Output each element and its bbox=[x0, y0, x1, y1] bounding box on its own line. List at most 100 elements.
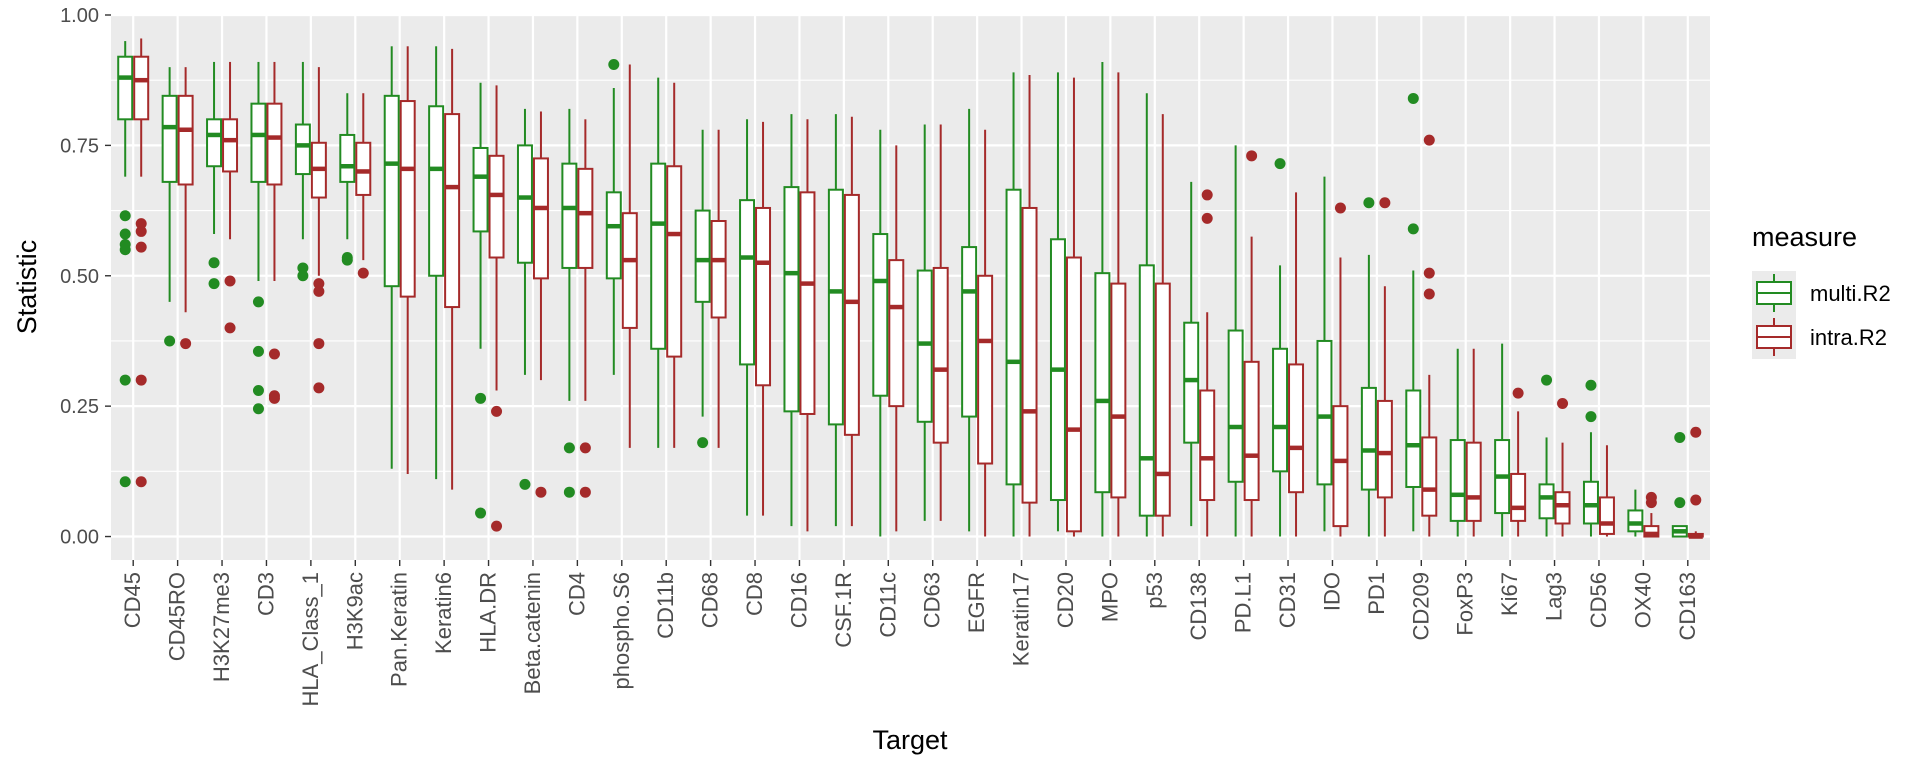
box-iqr bbox=[843, 193, 860, 436]
box-iqr bbox=[1554, 491, 1571, 525]
legend-item-intra.R2: intra.R2 bbox=[1752, 315, 1887, 359]
x-tick-label: Keratin17 bbox=[1009, 572, 1034, 666]
x-tick-label: CD45 bbox=[120, 572, 145, 628]
x-tick-label: CD45RO bbox=[165, 572, 190, 661]
outlier-point bbox=[1363, 197, 1375, 209]
box-iqr bbox=[1183, 321, 1200, 444]
box-iqr bbox=[1094, 272, 1111, 494]
box-intra.R2-IDO bbox=[1332, 202, 1349, 537]
x-tick-label: CD8 bbox=[742, 572, 767, 616]
x-tick-label: H3K9ac bbox=[342, 572, 367, 650]
outlier-point bbox=[1690, 494, 1702, 506]
box-intra.R2-CD45 bbox=[133, 38, 150, 488]
outlier-point bbox=[535, 486, 547, 498]
x-tick-label: HLA_Class_1 bbox=[298, 572, 323, 707]
box-multi.R2-CD8 bbox=[739, 119, 756, 516]
box-iqr bbox=[561, 162, 578, 269]
box-multi.R2-CD4 bbox=[561, 108, 578, 498]
box-iqr bbox=[1110, 282, 1127, 499]
outlier-point bbox=[1557, 398, 1569, 410]
box-series bbox=[117, 38, 1704, 539]
box-iqr bbox=[710, 220, 727, 319]
outlier-point bbox=[1423, 267, 1435, 279]
box-iqr bbox=[161, 94, 178, 183]
box-iqr bbox=[1021, 206, 1038, 504]
x-tick-label: CD3 bbox=[253, 572, 278, 616]
x-tick-label: H3K27me3 bbox=[209, 572, 234, 682]
outlier-point bbox=[119, 228, 131, 240]
x-tick-label: CD11c bbox=[875, 572, 900, 638]
y-tick-label: 0.50 bbox=[60, 266, 99, 288]
box-intra.R2-PD.L1 bbox=[1243, 150, 1260, 537]
x-tick-label: Keratin6 bbox=[431, 572, 456, 654]
box-iqr bbox=[1449, 439, 1466, 522]
outlier-point bbox=[135, 476, 147, 488]
outlier-point bbox=[475, 392, 487, 404]
x-tick-label: CD16 bbox=[786, 572, 811, 628]
box-multi.R2-Keratin6 bbox=[428, 46, 445, 480]
legend-title: measure bbox=[1752, 222, 1857, 252]
outlier-point bbox=[297, 270, 309, 282]
outlier-point bbox=[224, 275, 236, 287]
outlier-point bbox=[697, 437, 709, 449]
outlier-point bbox=[268, 392, 280, 404]
box-iqr bbox=[1138, 264, 1155, 517]
outlier-point bbox=[252, 385, 264, 397]
box-iqr bbox=[1227, 329, 1244, 483]
box-iqr bbox=[605, 191, 622, 280]
box-multi.R2-PD1 bbox=[1360, 197, 1377, 537]
box-iqr bbox=[1316, 339, 1333, 486]
legend-label: intra.R2 bbox=[1810, 325, 1887, 350]
y-tick-label: 0.25 bbox=[60, 396, 99, 418]
box-iqr bbox=[250, 102, 267, 183]
outlier-point bbox=[519, 478, 531, 490]
outlier-point bbox=[563, 486, 575, 498]
box-intra.R2-Lag3 bbox=[1554, 398, 1571, 537]
box-intra.R2-CD63 bbox=[932, 124, 949, 521]
box-intra.R2-Ki67 bbox=[1510, 387, 1527, 537]
x-tick-label: CSF.1R bbox=[831, 572, 856, 648]
x-tick-label: CD56 bbox=[1586, 572, 1611, 628]
x-tick-label: OX40 bbox=[1630, 572, 1655, 628]
box-multi.R2-CD3 bbox=[250, 61, 267, 415]
box-iqr bbox=[383, 94, 400, 288]
box-iqr bbox=[1360, 386, 1377, 491]
box-iqr bbox=[621, 212, 638, 329]
outlier-point bbox=[313, 382, 325, 394]
box-multi.R2-MPO bbox=[1094, 61, 1111, 537]
box-iqr bbox=[472, 146, 489, 233]
box-multi.R2-CD45RO bbox=[161, 67, 178, 347]
box-iqr bbox=[1465, 441, 1482, 522]
box-intra.R2-CD3 bbox=[266, 61, 283, 404]
box-intra.R2-OX40 bbox=[1643, 491, 1660, 538]
box-iqr bbox=[266, 102, 283, 186]
outlier-point bbox=[1423, 288, 1435, 300]
box-multi.R2-CD63 bbox=[916, 124, 933, 521]
box-iqr bbox=[294, 123, 311, 176]
box-intra.R2-CD4 bbox=[577, 119, 594, 498]
outlier-point bbox=[1585, 379, 1597, 391]
box-iqr bbox=[1627, 509, 1644, 533]
legend-item-multi.R2: multi.R2 bbox=[1752, 271, 1891, 315]
outlier-point bbox=[341, 254, 353, 266]
outlier-point bbox=[252, 345, 264, 357]
box-iqr bbox=[650, 162, 667, 350]
outlier-point bbox=[119, 374, 131, 386]
outlier-point bbox=[1407, 92, 1419, 104]
box-multi.R2-CD209 bbox=[1405, 92, 1422, 532]
box-multi.R2-PD.L1 bbox=[1227, 145, 1244, 537]
box-multi.R2-HLA.DR bbox=[472, 82, 489, 519]
x-axis: CD45 CD45RO H3K27me3 CD3 HLA_Class_1 H3K9ac Pa… bbox=[120, 560, 1700, 707]
x-tick-label: FoxP3 bbox=[1453, 572, 1478, 636]
box-iqr bbox=[399, 100, 416, 298]
outlier-point bbox=[1246, 150, 1258, 162]
box-iqr bbox=[339, 133, 356, 183]
outlier-point bbox=[268, 348, 280, 360]
x-tick-label: HLA.DR bbox=[476, 572, 501, 653]
box-iqr bbox=[888, 259, 905, 408]
box-multi.R2-IDO bbox=[1316, 176, 1333, 532]
box-intra.R2-Pan.Keratin bbox=[399, 46, 416, 474]
box-intra.R2-CD20 bbox=[1065, 77, 1082, 537]
box-iqr bbox=[1376, 399, 1393, 499]
box-iqr bbox=[1421, 436, 1438, 517]
